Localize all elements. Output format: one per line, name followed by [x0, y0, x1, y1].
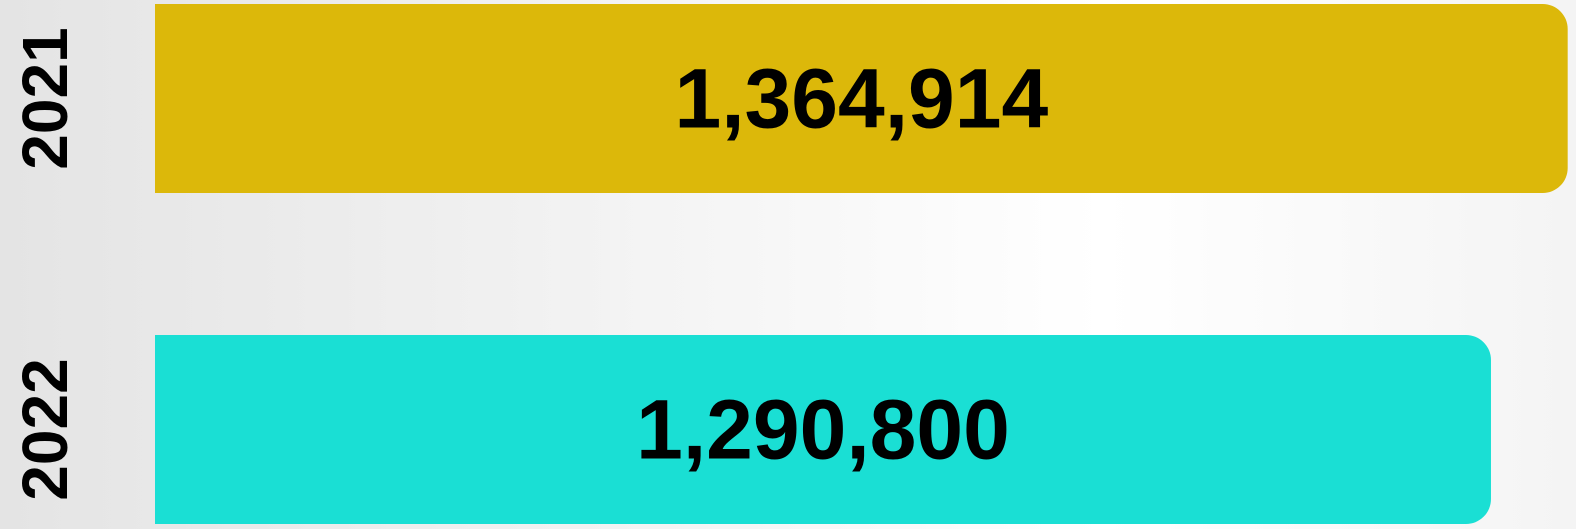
bar: [155, 335, 1491, 524]
category-label: 2022: [9, 358, 81, 500]
value-label: 1,364,914: [674, 52, 1048, 146]
bar: [155, 4, 1568, 193]
value-label: 1,290,800: [636, 383, 1010, 477]
category-label: 2021: [9, 27, 81, 169]
